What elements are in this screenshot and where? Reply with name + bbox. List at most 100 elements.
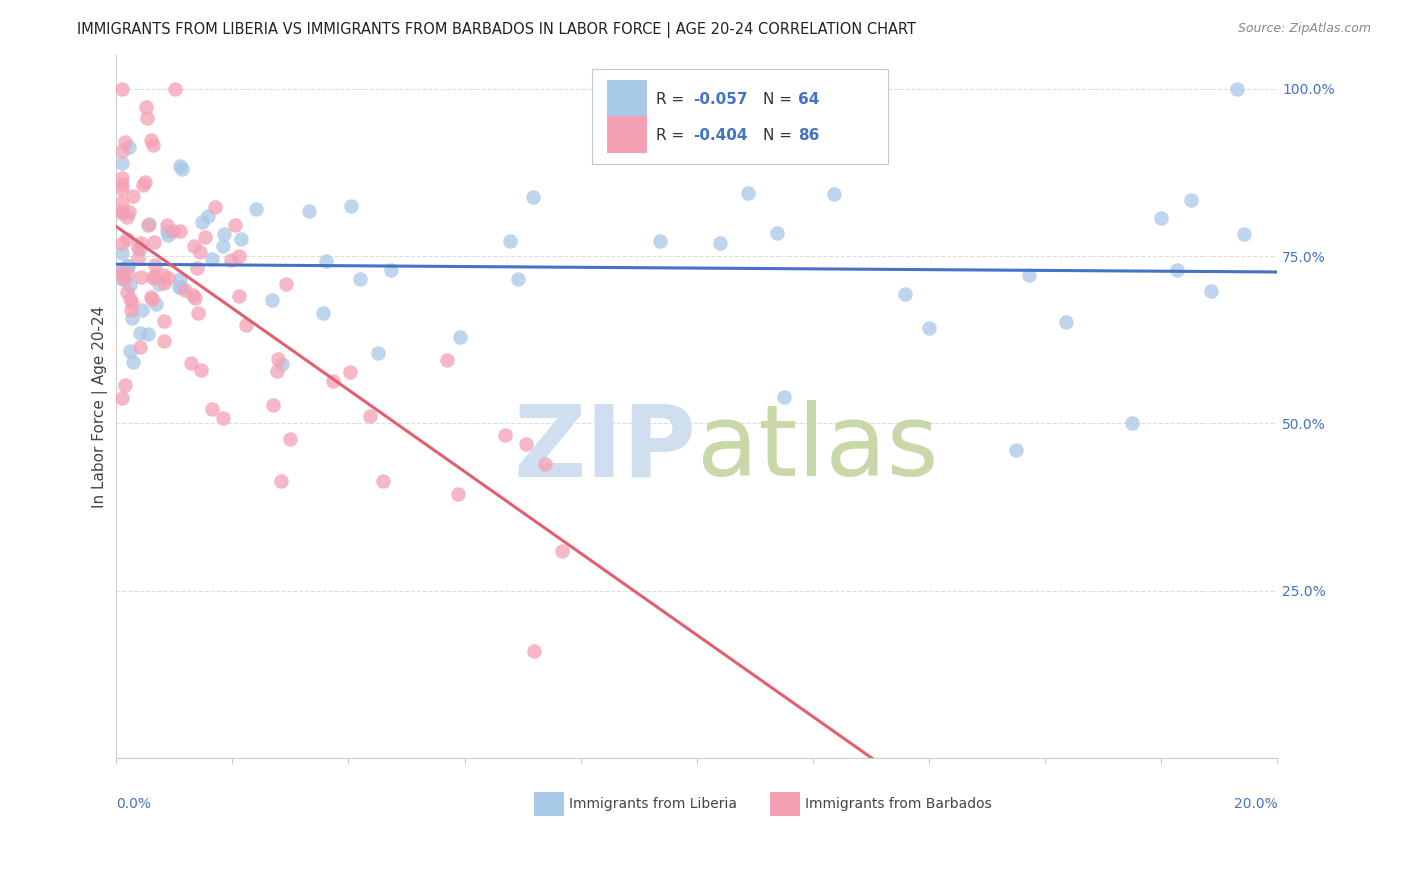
Point [114,135,136,149]
Point [134,175,156,189]
Point [142,138,165,153]
Point [436,353,458,368]
Point [139,133,162,147]
Text: -0.404: -0.404 [693,128,748,144]
Point [111,182,134,196]
Point [111,170,134,185]
Point [212,227,235,241]
Point [170,280,193,294]
FancyBboxPatch shape [592,70,889,164]
Point [129,269,152,284]
Point [191,215,214,229]
Point [117,259,139,273]
Point [173,284,195,298]
Point [118,292,141,306]
Point [120,343,142,358]
Point [117,259,139,273]
Point [128,340,150,354]
Point [709,235,731,250]
Point [169,159,191,173]
Point [523,644,546,658]
Point [1233,227,1256,242]
Text: Source: ZipAtlas.com: Source: ZipAtlas.com [1237,22,1371,36]
Point [918,321,941,335]
Point [169,272,191,286]
Point [121,188,143,202]
Point [262,398,284,412]
Point [201,402,224,417]
Point [373,474,395,488]
Point [162,224,184,238]
Point [1121,417,1143,431]
Point [136,326,159,341]
Point [111,268,134,282]
Point [121,311,143,326]
Point [280,433,302,447]
Point [172,162,194,177]
Point [359,409,381,423]
Text: N =: N = [763,128,797,144]
Point [339,365,361,379]
Point [136,111,159,125]
Text: atlas: atlas [697,401,938,498]
Point [245,202,267,216]
Y-axis label: In Labor Force | Age 20-24: In Labor Force | Age 20-24 [93,306,108,508]
Text: -0.057: -0.057 [693,92,748,107]
Point [315,253,337,268]
Point [648,235,671,249]
Point [201,252,224,267]
Point [143,258,166,272]
Point [167,280,190,294]
Point [380,263,402,277]
Point [112,272,135,286]
Point [111,262,134,277]
Point [111,195,134,210]
Point [117,267,139,281]
Point [111,203,134,218]
Point [190,363,212,377]
Point [153,276,176,290]
Text: 64: 64 [797,92,820,107]
Point [737,186,759,200]
Point [145,297,167,311]
Point [228,289,250,303]
Point [522,190,544,204]
Point [111,206,134,220]
Point [152,268,174,282]
Point [449,330,471,344]
FancyBboxPatch shape [607,79,647,116]
Point [773,390,796,404]
Point [260,293,283,308]
Point [120,303,142,318]
Text: ZIP: ZIP [515,401,697,498]
Point [115,211,138,225]
Point [266,364,288,378]
Point [118,204,141,219]
Point [148,277,170,291]
Point [270,474,292,488]
Point [211,410,233,425]
Point [138,218,160,232]
Point [135,100,157,114]
Point [224,218,246,232]
Point [111,81,134,95]
Point [142,271,165,285]
Point [118,140,141,154]
Point [155,224,177,238]
Point [115,259,138,273]
Point [111,178,134,192]
Point [197,209,219,223]
Text: R =: R = [657,128,689,144]
Point [111,391,134,405]
Point [156,218,179,232]
Point [111,235,134,250]
Point [515,437,537,451]
Point [142,235,165,250]
Point [129,242,152,256]
Point [129,326,152,340]
FancyBboxPatch shape [770,792,800,816]
Text: Immigrants from Barbados: Immigrants from Barbados [804,797,991,811]
Point [139,290,162,304]
Point [1180,193,1202,207]
Point [1054,315,1077,329]
